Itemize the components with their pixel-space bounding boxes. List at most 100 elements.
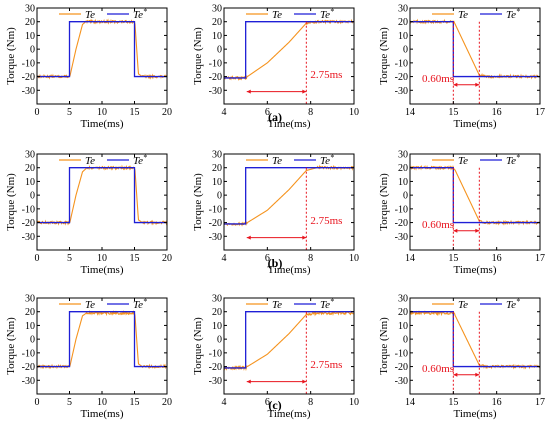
y-axis-label: Torque (Nm): [378, 27, 390, 85]
x-tick-label: 17: [535, 397, 545, 408]
x-tick-label: 15: [448, 253, 458, 264]
y-tick-label: 10: [212, 177, 222, 188]
y-tick-label: -30: [395, 232, 408, 243]
series-te-line: [410, 18, 540, 80]
y-tick-label: 0: [30, 191, 35, 202]
row-label: (b): [268, 256, 283, 270]
x-tick-label: 5: [67, 107, 72, 118]
x-tick-label: 6: [265, 253, 270, 264]
y-tick-label: 20: [25, 17, 35, 28]
x-axis-label: Time(ms): [268, 118, 311, 130]
arrowhead-icon: [453, 228, 458, 233]
series-te-line: [37, 18, 167, 80]
x-tick-label: 15: [130, 397, 140, 408]
y-axis-label: Torque (Nm): [5, 173, 17, 231]
y-tick-label: -10: [22, 58, 35, 69]
row-label: (c): [268, 398, 281, 412]
arrowhead-icon: [302, 235, 307, 240]
annotation-label: 2.75ms: [310, 69, 342, 81]
legend-label-te: Te: [458, 9, 468, 21]
legend: Te Te*: [246, 297, 334, 311]
x-tick-label: 20: [162, 253, 172, 264]
legend: Te Te*: [432, 153, 520, 167]
legend-label-te: Te: [85, 9, 95, 21]
legend: Te Te*: [246, 153, 334, 167]
chart-panel: 2.75ms -30 -20 -10 0 10 20 30 4 6 8 10 Time(ms) Torqu…: [192, 4, 359, 131]
y-tick-label: -20: [209, 72, 222, 83]
x-axis-label: Time(ms): [81, 118, 124, 130]
y-tick-label: 20: [212, 163, 222, 174]
x-tick-label: 17: [535, 107, 545, 118]
x-tick-label: 17: [535, 253, 545, 264]
chart-panel: 2.75ms -30 -20 -10 0 10 20 30 4 6 8 10 Time(ms) Torqu…: [192, 150, 359, 277]
x-tick-label: 4: [222, 107, 227, 118]
y-axis-label: Torque (Nm): [192, 27, 204, 85]
arrowhead-icon: [475, 372, 480, 377]
series-te-ref-line: [224, 311, 354, 369]
y-tick-label: 0: [30, 45, 35, 56]
x-tick-label: 15: [130, 107, 140, 118]
chart-panel: -30 -20 -10 0 10 20 30 0 5 10 15 20 Time(ms) Torque (…: [5, 294, 172, 421]
legend-label-te-ref: Te*: [506, 7, 520, 21]
x-tick-label: 10: [97, 107, 107, 118]
x-tick-label: 6: [265, 397, 270, 408]
annotation-label: 0.60ms: [422, 219, 454, 231]
y-axis-label: Torque (Nm): [192, 173, 204, 231]
series-te-line: [410, 310, 540, 370]
y-tick-label: -30: [395, 86, 408, 97]
y-tick-label: -10: [209, 204, 222, 215]
x-tick-label: 16: [492, 253, 502, 264]
x-tick-label: 5: [67, 397, 72, 408]
y-tick-label: -20: [395, 218, 408, 229]
x-tick-label: 14: [405, 397, 415, 408]
x-axis-label: Time(ms): [81, 408, 124, 420]
legend-label-te: Te: [458, 155, 468, 167]
chart-panel: 0.60ms -30 -20 -10 0 10 20 30 14 15 16 17 Time(ms) To…: [378, 4, 545, 131]
y-tick-label: 20: [398, 163, 408, 174]
x-tick-label: 8: [308, 397, 313, 408]
arrowhead-icon: [453, 82, 458, 87]
arrowhead-icon: [453, 372, 458, 377]
y-tick-label: -10: [395, 204, 408, 215]
y-tick-label: 30: [212, 150, 222, 161]
legend-label-te-ref: Te*: [133, 153, 147, 167]
x-tick-label: 15: [448, 107, 458, 118]
legend-label-te: Te: [272, 9, 282, 21]
legend: Te Te*: [59, 7, 147, 21]
x-tick-label: 15: [448, 397, 458, 408]
y-tick-label: 0: [403, 45, 408, 56]
legend-label-te-ref: Te*: [506, 153, 520, 167]
x-tick-label: 4: [222, 253, 227, 264]
y-axis-label: Torque (Nm): [378, 317, 390, 375]
plot-frame: [409, 297, 541, 395]
annotation-label: 0.60ms: [422, 73, 454, 85]
x-tick-label: 10: [349, 253, 359, 264]
x-axis-label: Time(ms): [268, 408, 311, 420]
y-tick-label: 30: [25, 4, 35, 15]
legend-label-te: Te: [272, 155, 282, 167]
y-tick-label: 10: [25, 31, 35, 42]
y-tick-label: 20: [212, 17, 222, 28]
x-tick-label: 16: [492, 107, 502, 118]
y-tick-label: 30: [25, 150, 35, 161]
y-tick-label: 30: [212, 294, 222, 305]
legend-label-te-ref: Te*: [506, 297, 520, 311]
legend-label-te-ref: Te*: [320, 7, 334, 21]
x-tick-label: 20: [162, 107, 172, 118]
x-tick-label: 20: [162, 397, 172, 408]
x-tick-label: 8: [308, 253, 313, 264]
y-tick-label: 20: [398, 17, 408, 28]
y-tick-label: 30: [398, 150, 408, 161]
y-tick-label: 10: [212, 31, 222, 42]
x-tick-label: 10: [97, 253, 107, 264]
x-tick-label: 10: [349, 107, 359, 118]
y-tick-label: -30: [22, 376, 35, 387]
y-tick-label: 0: [30, 335, 35, 346]
series-te-line: [37, 164, 167, 226]
series-te-ref-line: [37, 167, 167, 224]
plot-frame: [223, 153, 355, 251]
y-tick-label: -20: [395, 72, 408, 83]
plot-frame: [223, 7, 355, 105]
y-tick-label: 20: [398, 307, 408, 318]
row-label: (a): [268, 110, 282, 124]
